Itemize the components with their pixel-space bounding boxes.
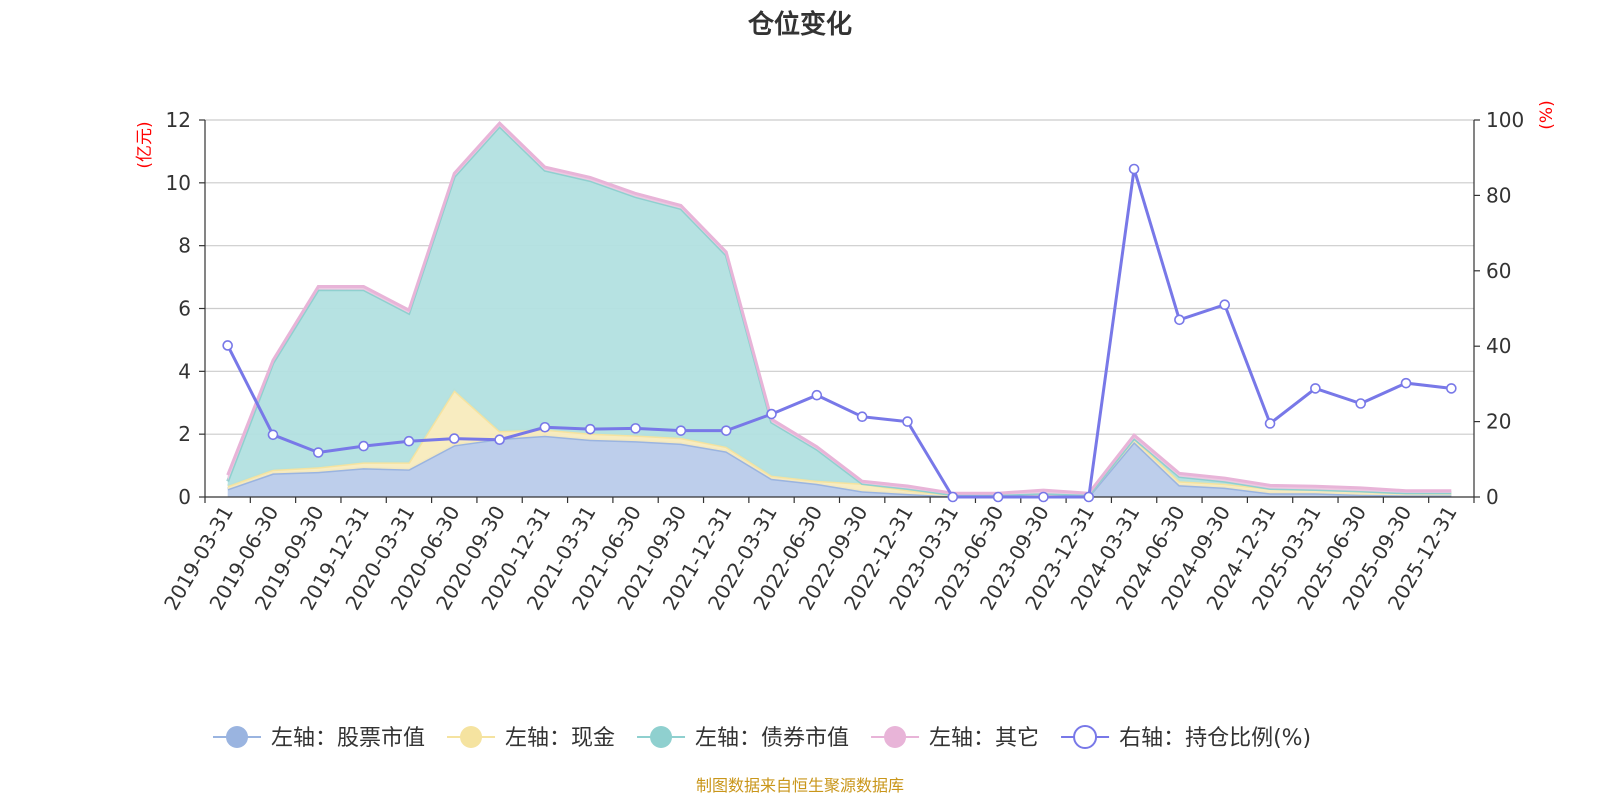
right-tick-label: 100 bbox=[1486, 108, 1524, 132]
legend-marker bbox=[460, 726, 483, 748]
right-tick-label: 0 bbox=[1486, 485, 1499, 509]
line-point bbox=[1355, 398, 1366, 409]
line-point bbox=[1219, 299, 1231, 311]
data-source: 制图数据来自恒生聚源数据库 bbox=[696, 776, 904, 795]
line-point bbox=[1128, 163, 1140, 175]
line-point bbox=[1038, 491, 1049, 503]
legend-item: 左轴：债券市值 bbox=[637, 726, 849, 751]
legend-label: 右轴：持仓比例(%) bbox=[1119, 726, 1311, 751]
line-point bbox=[992, 491, 1004, 503]
line-point bbox=[539, 421, 551, 433]
line-point bbox=[720, 425, 732, 436]
left-tick-label: 6 bbox=[178, 297, 191, 321]
line-point bbox=[811, 389, 823, 401]
line-point bbox=[630, 423, 641, 434]
line-point bbox=[856, 411, 868, 422]
legend-label: 左轴：股票市值 bbox=[271, 726, 425, 751]
right-tick-label: 80 bbox=[1486, 183, 1511, 207]
legend-item: 左轴：其它 bbox=[871, 726, 1039, 751]
line-point bbox=[1400, 377, 1412, 389]
line-point bbox=[1446, 383, 1457, 394]
left-tick-label: 12 bbox=[166, 108, 191, 132]
area-series bbox=[226, 120, 1452, 498]
left-tick-label: 2 bbox=[178, 422, 191, 446]
line-point bbox=[313, 447, 324, 458]
line-point bbox=[1083, 491, 1095, 503]
legend-label: 左轴：其它 bbox=[929, 726, 1039, 751]
left-tick-label: 4 bbox=[178, 359, 191, 383]
right-tick-label: 60 bbox=[1486, 259, 1511, 283]
right-tick-label: 20 bbox=[1486, 410, 1511, 434]
right-axis-unit: (%) bbox=[1537, 100, 1557, 129]
chart-title: 仓位变化 bbox=[747, 9, 852, 40]
line-point bbox=[766, 408, 777, 420]
line-point bbox=[947, 491, 959, 503]
legend-marker bbox=[650, 726, 673, 748]
legend-item: 右轴：持仓比例(%) bbox=[1061, 725, 1311, 751]
left-tick-label: 10 bbox=[166, 171, 191, 195]
legend-label: 左轴：现金 bbox=[505, 726, 615, 751]
legend-marker bbox=[884, 726, 907, 748]
legend-label: 左轴：债券市值 bbox=[695, 726, 849, 751]
area-edge-左轴：其它 bbox=[226, 120, 1452, 495]
legend-item: 左轴：股票市值 bbox=[213, 726, 425, 751]
right-tick-label: 40 bbox=[1486, 334, 1511, 358]
legend-item: 左轴：现金 bbox=[447, 726, 615, 751]
left-axis-unit: (亿元) bbox=[135, 121, 155, 168]
line-point bbox=[494, 434, 505, 445]
legend-marker bbox=[1073, 725, 1098, 749]
line-point bbox=[1310, 383, 1321, 394]
line-point bbox=[267, 429, 279, 441]
line-point bbox=[675, 425, 687, 436]
line-series bbox=[222, 163, 1457, 503]
area-左轴：债券市值 bbox=[227, 126, 1452, 495]
line-point bbox=[358, 440, 369, 452]
line-point bbox=[1264, 418, 1276, 429]
line-point bbox=[1174, 314, 1185, 326]
line-point bbox=[403, 435, 415, 447]
left-tick-label: 0 bbox=[178, 485, 191, 509]
line-point bbox=[448, 433, 460, 444]
legend: 左轴：股票市值 左轴：现金 左轴：债券市值 左轴：其它 右轴：持仓比例(%) bbox=[213, 725, 1311, 751]
left-tick-label: 8 bbox=[178, 234, 191, 258]
area-左轴：股票市值 bbox=[227, 435, 1452, 497]
line-point bbox=[584, 423, 596, 435]
line-point bbox=[222, 340, 233, 351]
line-holding-ratio bbox=[226, 168, 1452, 499]
legend-marker bbox=[226, 726, 248, 748]
line-point bbox=[902, 416, 913, 427]
